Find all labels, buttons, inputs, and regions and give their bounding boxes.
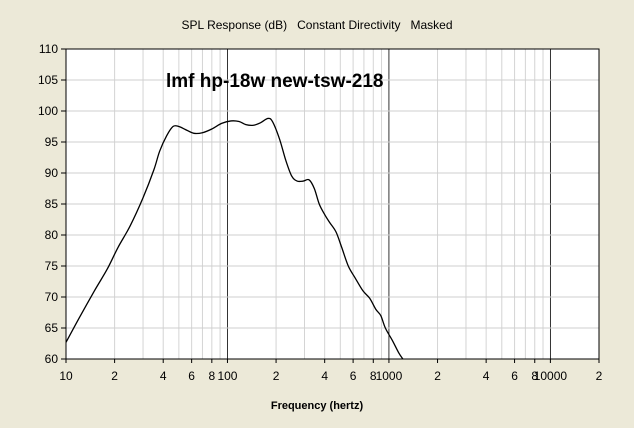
x-tick-label: 8 — [531, 369, 538, 383]
x-tick-label: 1000 — [376, 369, 403, 383]
y-tick-label: 100 — [38, 104, 58, 118]
x-tick-label: 8 — [370, 369, 377, 383]
series-layer — [65, 117, 404, 360]
y-tick-label: 70 — [45, 290, 59, 304]
x-tick-label: 6 — [188, 369, 195, 383]
x-tick-label: 4 — [160, 369, 167, 383]
y-tick-label: 90 — [45, 166, 59, 180]
x-tick-label: 4 — [483, 369, 490, 383]
x-tick-label: 8 — [208, 369, 215, 383]
y-tick-label: 95 — [45, 135, 59, 149]
y-tick-label: 65 — [45, 321, 59, 335]
plot-frame — [65, 48, 600, 360]
x-tick-label: 4 — [321, 369, 328, 383]
x-tick-label: 10 — [59, 369, 73, 383]
x-tick-label: 10000 — [534, 369, 568, 383]
y-tick-label: 75 — [45, 259, 59, 273]
y-tick-label: 110 — [39, 42, 58, 56]
x-tick-label: 2 — [111, 369, 118, 383]
x-tick-label: 6 — [511, 369, 518, 383]
y-tick-label: 85 — [45, 197, 59, 211]
x-tick-label: 6 — [350, 369, 357, 383]
x-tick-label: 2 — [596, 369, 603, 383]
y-tick-label: 105 — [38, 73, 58, 87]
chart-title: SPL Response (dB) Constant Directivity M… — [182, 18, 453, 32]
y-tick-label: 80 — [45, 228, 59, 242]
x-axis-label: Frequency (hertz) — [271, 400, 364, 412]
curve-annotation: lmf hp-18w new-tsw-218 — [166, 71, 384, 92]
x-tick-label: 100 — [217, 369, 237, 383]
x-tick-label: 2 — [434, 369, 441, 383]
y-tick-label: 60 — [45, 352, 59, 366]
x-tick-label: 2 — [273, 369, 280, 383]
grid-lines — [66, 49, 599, 359]
spl-response-curve — [65, 117, 404, 360]
